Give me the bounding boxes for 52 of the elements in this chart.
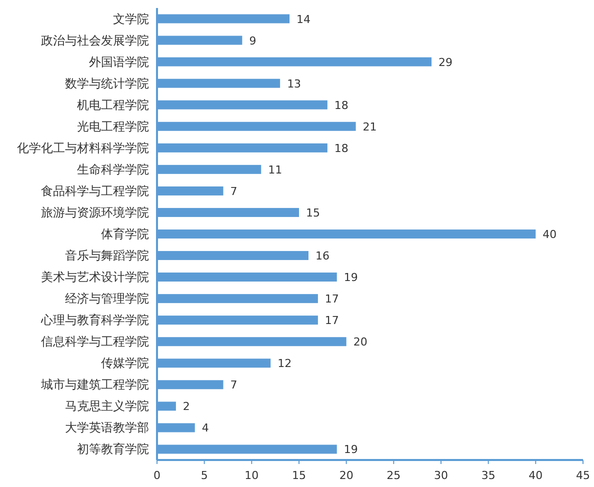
category-label: 光电工程学院 <box>77 119 149 134</box>
category-label: 初等教育学院 <box>77 442 149 456</box>
data-label: 13 <box>287 77 302 90</box>
data-label: 2 <box>182 400 190 414</box>
data-label: 14 <box>296 12 311 26</box>
x-tick: 15 <box>292 469 306 482</box>
category-label: 经济与管理学院 <box>65 292 149 306</box>
data-label: 11 <box>268 163 282 176</box>
x-tick: 0 <box>154 469 160 482</box>
x-tick: 5 <box>200 469 208 482</box>
x-tick: 40 <box>528 469 543 482</box>
data-label: 7 <box>230 378 238 392</box>
data-label: 20 <box>353 336 368 349</box>
x-tick: 30 <box>434 469 448 482</box>
category-label: 生命科学学院 <box>77 162 149 176</box>
category-label: 食品科学与工程学院 <box>41 184 149 198</box>
data-label: 18 <box>334 142 348 155</box>
data-label: 7 <box>230 184 238 198</box>
category-label: 马克思主义学院 <box>65 399 149 414</box>
category-label: 外国语学院 <box>89 54 149 69</box>
x-tick: 20 <box>339 469 354 482</box>
data-label: 40 <box>542 228 557 241</box>
data-label: 21 <box>362 120 377 134</box>
x-tick: 45 <box>576 469 590 482</box>
category-label: 旅游与资源环境学院 <box>41 205 149 220</box>
category-label: 城市与建筑工程学院 <box>41 378 149 392</box>
category-label: 美术与艺术设计学院 <box>41 270 149 284</box>
category-label: 化学化工与材料科学学院 <box>17 140 149 155</box>
data-label: 29 <box>438 56 453 69</box>
data-label: 19 <box>344 443 358 456</box>
data-label: 15 <box>306 206 320 220</box>
data-label: 12 <box>278 357 292 370</box>
data-label: 17 <box>324 314 339 328</box>
x-tick: 10 <box>244 469 259 482</box>
category-label: 文学院 <box>113 12 149 26</box>
category-label: 音乐与舞蹈学院 <box>65 248 149 263</box>
x-tick: 25 <box>386 469 401 482</box>
data-label: 17 <box>324 292 339 306</box>
data-label: 18 <box>334 98 348 112</box>
category-label: 体育学院 <box>101 227 149 241</box>
category-label: 数学与统计学院 <box>65 76 149 90</box>
category-label: 传媒学院 <box>101 356 149 370</box>
category-label: 政治与社会发展学院 <box>41 33 149 48</box>
data-label: 9 <box>249 34 256 48</box>
category-label: 大学英语教学部 <box>65 420 149 435</box>
data-label: 16 <box>315 250 330 263</box>
category-label: 机电工程学院 <box>77 98 149 112</box>
data-label: 4 <box>202 422 209 435</box>
category-label: 信息科学与工程学院 <box>41 334 149 349</box>
category-label: 心理与教育科学学院 <box>41 313 149 328</box>
data-label: 19 <box>344 271 358 284</box>
x-tick: 35 <box>481 469 496 482</box>
